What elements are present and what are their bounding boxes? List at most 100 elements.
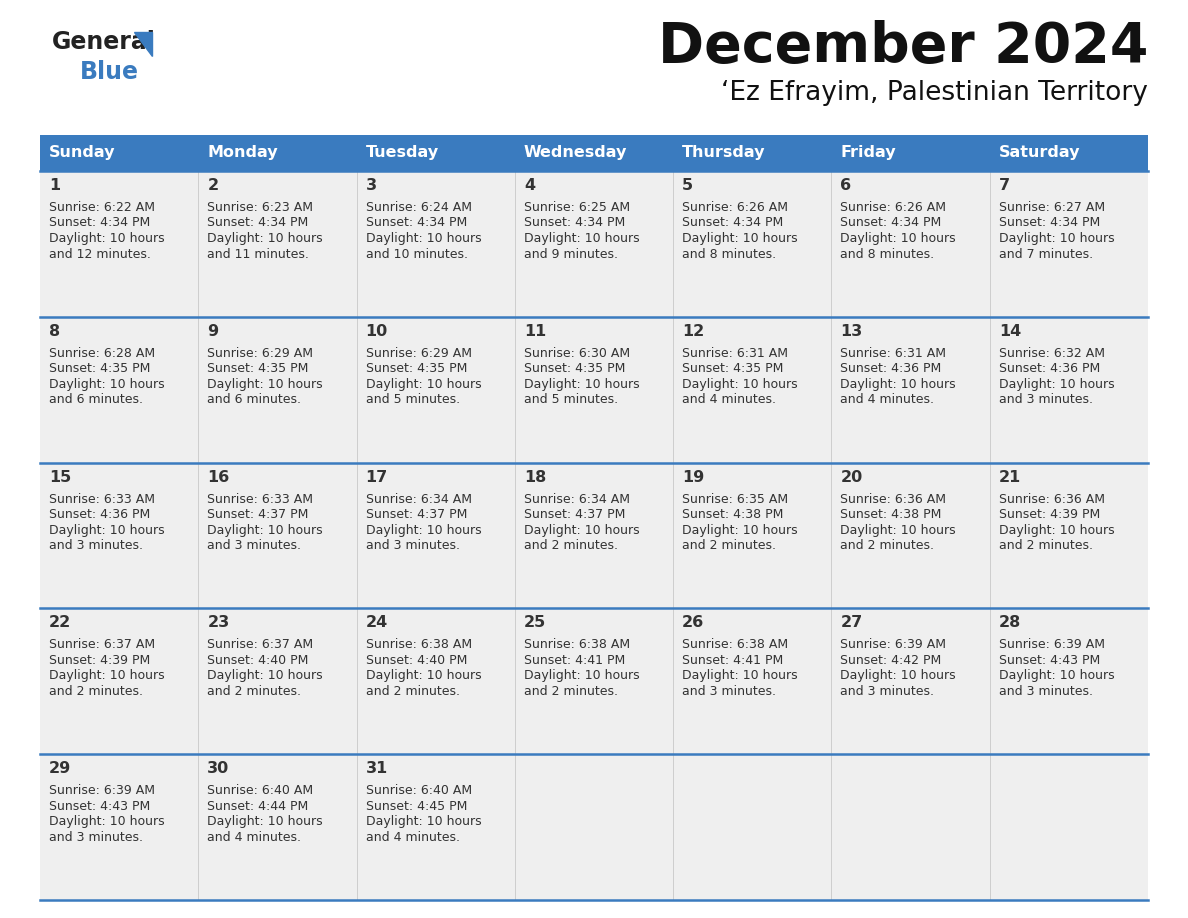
- Bar: [356, 135, 514, 171]
- Text: Sunrise: 6:33 AM: Sunrise: 6:33 AM: [49, 493, 154, 506]
- Text: Wednesday: Wednesday: [524, 145, 627, 161]
- Text: Sunset: 4:44 PM: Sunset: 4:44 PM: [207, 800, 309, 812]
- Text: and 6 minutes.: and 6 minutes.: [49, 393, 143, 407]
- Text: and 3 minutes.: and 3 minutes.: [999, 685, 1093, 698]
- Text: 23: 23: [207, 615, 229, 631]
- Bar: [990, 317, 1148, 463]
- Text: Sunset: 4:45 PM: Sunset: 4:45 PM: [366, 800, 467, 812]
- Text: 29: 29: [49, 761, 71, 777]
- Text: Sunrise: 6:29 AM: Sunrise: 6:29 AM: [366, 347, 472, 360]
- Bar: [198, 171, 356, 317]
- Text: and 6 minutes.: and 6 minutes.: [207, 393, 302, 407]
- Bar: [832, 609, 990, 755]
- Bar: [40, 135, 198, 171]
- Text: Sunrise: 6:32 AM: Sunrise: 6:32 AM: [999, 347, 1105, 360]
- Text: and 11 minutes.: and 11 minutes.: [207, 248, 309, 261]
- Text: and 12 minutes.: and 12 minutes.: [49, 248, 151, 261]
- Bar: [40, 463, 198, 609]
- Text: Sunset: 4:34 PM: Sunset: 4:34 PM: [682, 217, 783, 230]
- Text: Sunrise: 6:33 AM: Sunrise: 6:33 AM: [207, 493, 314, 506]
- Text: Sunset: 4:38 PM: Sunset: 4:38 PM: [682, 508, 784, 521]
- Text: and 3 minutes.: and 3 minutes.: [999, 393, 1093, 407]
- Text: Daylight: 10 hours: Daylight: 10 hours: [999, 669, 1114, 682]
- Text: 2: 2: [207, 178, 219, 193]
- Bar: [40, 317, 198, 463]
- Bar: [832, 463, 990, 609]
- Text: and 8 minutes.: and 8 minutes.: [840, 248, 935, 261]
- Text: Sunset: 4:40 PM: Sunset: 4:40 PM: [207, 654, 309, 666]
- Text: Sunrise: 6:35 AM: Sunrise: 6:35 AM: [682, 493, 789, 506]
- Text: Daylight: 10 hours: Daylight: 10 hours: [840, 669, 956, 682]
- Text: Sunset: 4:36 PM: Sunset: 4:36 PM: [840, 363, 942, 375]
- Text: ‘Ez Efrayim, Palestinian Territory: ‘Ez Efrayim, Palestinian Territory: [721, 80, 1148, 106]
- Text: and 2 minutes.: and 2 minutes.: [207, 685, 302, 698]
- Text: Sunrise: 6:27 AM: Sunrise: 6:27 AM: [999, 201, 1105, 214]
- Text: 15: 15: [49, 470, 71, 485]
- Text: 27: 27: [840, 615, 862, 631]
- Text: 13: 13: [840, 324, 862, 339]
- Bar: [674, 135, 832, 171]
- Bar: [198, 609, 356, 755]
- Polygon shape: [134, 32, 152, 56]
- Text: Sunrise: 6:26 AM: Sunrise: 6:26 AM: [840, 201, 947, 214]
- Text: Sunrise: 6:38 AM: Sunrise: 6:38 AM: [524, 638, 630, 652]
- Text: and 4 minutes.: and 4 minutes.: [207, 831, 302, 844]
- Bar: [990, 609, 1148, 755]
- Text: Sunset: 4:39 PM: Sunset: 4:39 PM: [49, 654, 150, 666]
- Text: and 2 minutes.: and 2 minutes.: [999, 539, 1093, 552]
- Text: Sunrise: 6:22 AM: Sunrise: 6:22 AM: [49, 201, 154, 214]
- Text: Sunset: 4:39 PM: Sunset: 4:39 PM: [999, 508, 1100, 521]
- Text: Sunset: 4:35 PM: Sunset: 4:35 PM: [682, 363, 784, 375]
- Text: 3: 3: [366, 178, 377, 193]
- Text: and 2 minutes.: and 2 minutes.: [524, 539, 618, 552]
- Text: Sunrise: 6:24 AM: Sunrise: 6:24 AM: [366, 201, 472, 214]
- Text: Sunset: 4:38 PM: Sunset: 4:38 PM: [840, 508, 942, 521]
- Text: Sunset: 4:35 PM: Sunset: 4:35 PM: [49, 363, 151, 375]
- Bar: [40, 755, 198, 900]
- Bar: [674, 463, 832, 609]
- Text: General: General: [52, 30, 156, 54]
- Bar: [198, 135, 356, 171]
- Text: 28: 28: [999, 615, 1020, 631]
- Bar: [514, 317, 674, 463]
- Text: Sunset: 4:37 PM: Sunset: 4:37 PM: [207, 508, 309, 521]
- Text: and 4 minutes.: and 4 minutes.: [366, 831, 460, 844]
- Text: Sunset: 4:43 PM: Sunset: 4:43 PM: [49, 800, 150, 812]
- Bar: [40, 171, 198, 317]
- Text: and 10 minutes.: and 10 minutes.: [366, 248, 468, 261]
- Text: Sunset: 4:37 PM: Sunset: 4:37 PM: [366, 508, 467, 521]
- Text: Sunset: 4:41 PM: Sunset: 4:41 PM: [682, 654, 783, 666]
- Text: Daylight: 10 hours: Daylight: 10 hours: [49, 232, 165, 245]
- Text: Daylight: 10 hours: Daylight: 10 hours: [366, 523, 481, 537]
- Text: 12: 12: [682, 324, 704, 339]
- Text: Daylight: 10 hours: Daylight: 10 hours: [682, 378, 798, 391]
- Text: Sunset: 4:43 PM: Sunset: 4:43 PM: [999, 654, 1100, 666]
- Bar: [674, 755, 832, 900]
- Bar: [832, 317, 990, 463]
- Text: Daylight: 10 hours: Daylight: 10 hours: [999, 523, 1114, 537]
- Text: Monday: Monday: [207, 145, 278, 161]
- Bar: [198, 755, 356, 900]
- Bar: [356, 609, 514, 755]
- Text: Daylight: 10 hours: Daylight: 10 hours: [49, 523, 165, 537]
- Text: and 2 minutes.: and 2 minutes.: [524, 685, 618, 698]
- Text: Tuesday: Tuesday: [366, 145, 438, 161]
- Text: 4: 4: [524, 178, 535, 193]
- Text: Daylight: 10 hours: Daylight: 10 hours: [840, 232, 956, 245]
- Text: and 5 minutes.: and 5 minutes.: [524, 393, 618, 407]
- Text: 25: 25: [524, 615, 546, 631]
- Text: 19: 19: [682, 470, 704, 485]
- Text: 30: 30: [207, 761, 229, 777]
- Text: Sunrise: 6:34 AM: Sunrise: 6:34 AM: [366, 493, 472, 506]
- Bar: [990, 463, 1148, 609]
- Bar: [674, 171, 832, 317]
- Text: Daylight: 10 hours: Daylight: 10 hours: [366, 232, 481, 245]
- Text: and 3 minutes.: and 3 minutes.: [682, 685, 776, 698]
- Bar: [832, 755, 990, 900]
- Bar: [674, 317, 832, 463]
- Text: Daylight: 10 hours: Daylight: 10 hours: [207, 232, 323, 245]
- Text: Sunset: 4:34 PM: Sunset: 4:34 PM: [524, 217, 625, 230]
- Text: and 3 minutes.: and 3 minutes.: [840, 685, 935, 698]
- Text: Sunrise: 6:37 AM: Sunrise: 6:37 AM: [207, 638, 314, 652]
- Text: Daylight: 10 hours: Daylight: 10 hours: [207, 523, 323, 537]
